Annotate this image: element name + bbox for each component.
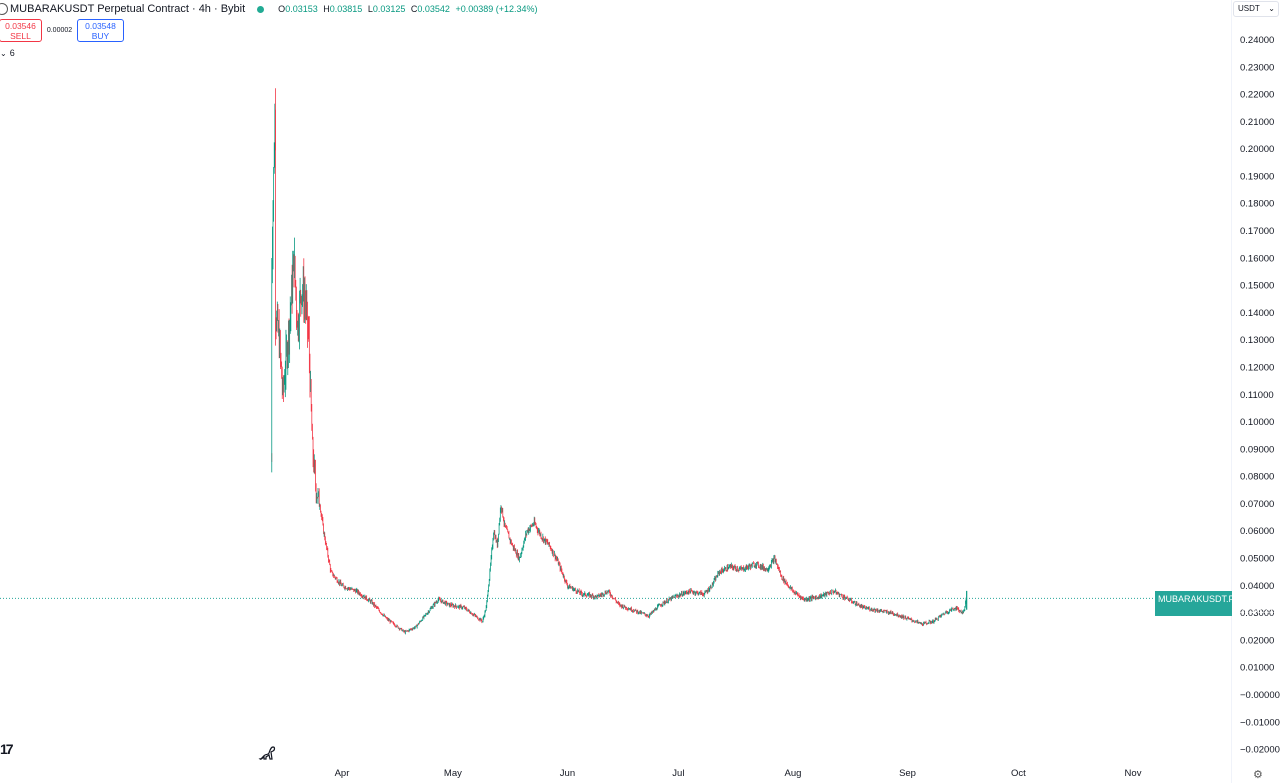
price-badge-price: 0.03542: [1239, 594, 1272, 604]
price-badge-symbol: MUBARAKUSDT.P: [1158, 594, 1235, 604]
price-tick-label: 0.17000: [1240, 226, 1274, 237]
time-tick-label: Oct: [1011, 768, 1026, 779]
time-axis[interactable]: Apr May Jun Jul Aug Sep Oct Nov: [335, 768, 1142, 779]
price-tick-label: 0.20000: [1240, 144, 1274, 155]
sell-price: 0.03546: [5, 21, 36, 31]
indicators-toggle[interactable]: ⌄ 6: [0, 48, 15, 58]
price-badge-countdown: 01:26:21: [1239, 605, 1274, 615]
open-value: 0.03153: [285, 4, 318, 14]
price-tick-label: 0.22000: [1240, 90, 1274, 101]
price-tick-label: 0.02000: [1240, 635, 1274, 646]
price-tick-label: 0.03000: [1240, 608, 1274, 619]
replay-icon[interactable]: [257, 743, 277, 763]
price-tick-label: 0.24000: [1240, 35, 1274, 46]
price-tick-label: 0.08000: [1240, 472, 1274, 483]
price-tick-label: 0.01000: [1240, 663, 1274, 674]
gear-icon[interactable]: ⚙: [1253, 769, 1263, 781]
high-value: 0.03815: [329, 4, 363, 14]
currency-label: USDT: [1238, 4, 1260, 13]
price-tick-label: −0.00000: [1240, 690, 1280, 701]
trade-panel: 0.03546 SELL 0.00002 0.03548 BUY: [0, 19, 124, 42]
currency-select[interactable]: USDT ⌄: [1233, 1, 1279, 17]
price-tick-label: 0.19000: [1240, 171, 1274, 182]
close-label: C: [410, 4, 418, 14]
price-tick-label: 0.07000: [1240, 499, 1274, 510]
sell-button[interactable]: 0.03546 SELL: [0, 19, 42, 42]
time-tick-label: May: [444, 768, 462, 779]
chevron-down-icon: ⌄: [0, 48, 7, 58]
price-tick-label: 0.13000: [1240, 335, 1274, 346]
buy-label: BUY: [91, 31, 110, 41]
symbol-title[interactable]: MUBARAKUSDT Perpetual Contract · 4h · By…: [10, 3, 246, 15]
chevron-down-icon: ⌄: [1268, 4, 1275, 13]
spread-value: 0.00002: [46, 27, 73, 34]
time-tick-label: Nov: [1125, 768, 1142, 779]
sell-label: SELL: [10, 31, 31, 41]
price-tick-label: 0.11000: [1240, 390, 1274, 401]
low-label: L: [367, 4, 373, 14]
price-tick-label: 0.04000: [1240, 581, 1274, 592]
price-tick-label: 0.23000: [1240, 62, 1274, 73]
price-tick-label: −0.01000: [1240, 717, 1280, 728]
close-value: 0.03542: [417, 4, 450, 14]
ohlc-values: O0.03153 H0.03815 L0.03125 C0.03542 +0.0…: [278, 4, 537, 14]
change-value: +0.00389 (+12.34%): [455, 4, 538, 14]
candles: [271, 88, 968, 635]
time-tick-label: Apr: [335, 768, 350, 779]
price-tick-label: 0.09000: [1240, 444, 1274, 455]
open-label: O: [278, 4, 286, 14]
tradingview-logo[interactable]: 17: [0, 741, 14, 757]
price-tick-label: 0.10000: [1240, 417, 1274, 428]
price-tick-label: 0.06000: [1240, 526, 1274, 537]
low-value: 0.03125: [372, 4, 406, 14]
price-badge: MUBARAKUSDT.P 0.03542 01:26:21: [1155, 591, 1274, 616]
price-tick-label: 0.16000: [1240, 253, 1274, 264]
price-axis[interactable]: 0.24000 0.23000 0.22000 0.21000 0.20000 0.190…: [1240, 35, 1280, 756]
indicators-count: 6: [9, 48, 15, 58]
price-badge-bg: [1155, 591, 1232, 616]
time-tick-label: Jul: [672, 768, 684, 779]
time-tick-label: Aug: [784, 768, 801, 779]
high-label: H: [323, 4, 330, 14]
buy-price: 0.03548: [85, 21, 116, 31]
symbol-logo-icon: [0, 3, 8, 15]
price-tick-label: 0.18000: [1240, 199, 1274, 210]
price-tick-label: 0.12000: [1240, 362, 1274, 373]
market-open-icon: [257, 5, 265, 13]
time-tick-label: Sep: [899, 768, 916, 779]
chart-header: MUBARAKUSDT Perpetual Contract · 4h · By…: [0, 0, 538, 18]
price-tick-label: 0.15000: [1240, 281, 1274, 292]
buy-button[interactable]: 0.03548 BUY: [77, 19, 124, 42]
price-tick-label: 0.14000: [1240, 308, 1274, 319]
price-tick-label: 0.05000: [1240, 554, 1274, 565]
price-tick-label: −0.02000: [1240, 745, 1280, 756]
time-tick-label: Jun: [560, 768, 575, 779]
price-tick-label: 0.21000: [1240, 117, 1274, 128]
